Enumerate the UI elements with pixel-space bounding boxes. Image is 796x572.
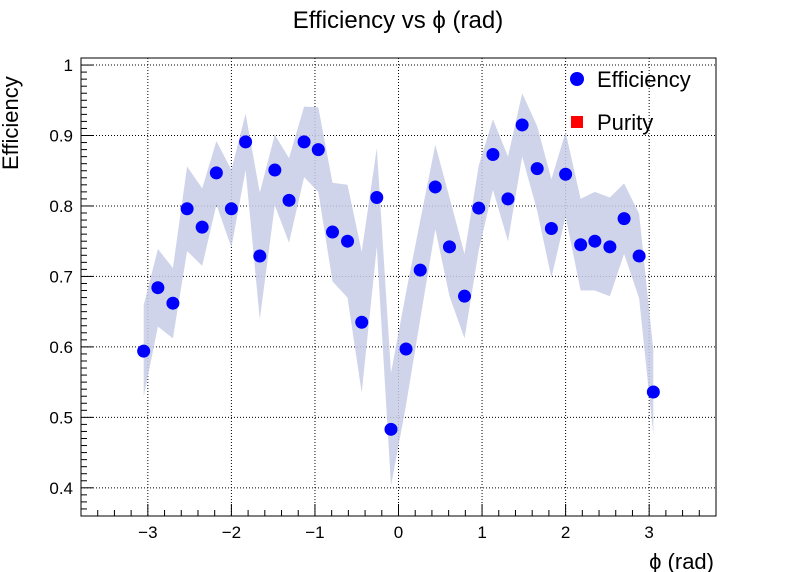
efficiency-point bbox=[413, 263, 427, 277]
data-points bbox=[137, 118, 660, 436]
efficiency-point bbox=[137, 344, 151, 358]
y-tick-label: 0.7 bbox=[49, 267, 73, 286]
efficiency-point bbox=[603, 240, 617, 254]
y-axis-title: Efficiency bbox=[0, 76, 23, 170]
plot-area: −3 −2 −1 0 1 2 3 0.4 0.5 0.6 0.7 0.8 0.9 1 bbox=[49, 56, 717, 542]
x-tick-label: 1 bbox=[477, 523, 486, 542]
y-tick-label: 0.9 bbox=[49, 127, 73, 146]
axes: −3 −2 −1 0 1 2 3 0.4 0.5 0.6 0.7 0.8 0.9 1 bbox=[49, 56, 717, 542]
efficiency-point bbox=[559, 167, 573, 181]
y-tick-label: 0.8 bbox=[49, 197, 73, 216]
efficiency-point bbox=[166, 296, 180, 310]
efficiency-point bbox=[151, 281, 165, 295]
efficiency-point bbox=[530, 162, 544, 176]
legend: Efficiency Purity bbox=[570, 67, 691, 135]
efficiency-point bbox=[646, 385, 660, 399]
legend-label-purity: Purity bbox=[597, 110, 653, 135]
efficiency-point bbox=[297, 135, 311, 149]
efficiency-point bbox=[617, 212, 631, 226]
x-axis-title: ϕ (rad) bbox=[649, 549, 714, 572]
legend-marker-efficiency bbox=[570, 72, 584, 86]
efficiency-point bbox=[209, 166, 223, 180]
efficiency-point bbox=[355, 315, 369, 329]
efficiency-point bbox=[325, 225, 339, 239]
x-tick-label: 2 bbox=[561, 523, 570, 542]
efficiency-point bbox=[428, 180, 442, 194]
efficiency-point bbox=[486, 148, 500, 162]
x-tick-label: −3 bbox=[138, 523, 157, 542]
efficiency-point bbox=[384, 422, 398, 436]
efficiency-point bbox=[282, 193, 296, 207]
efficiency-point bbox=[195, 220, 209, 234]
efficiency-point bbox=[341, 234, 355, 248]
efficiency-point bbox=[442, 240, 456, 254]
legend-label-efficiency: Efficiency bbox=[597, 67, 691, 92]
efficiency-point bbox=[515, 118, 529, 132]
efficiency-point bbox=[399, 342, 413, 356]
efficiency-point bbox=[458, 289, 472, 303]
efficiency-point bbox=[501, 192, 515, 206]
efficiency-point bbox=[472, 201, 486, 215]
x-tick-label: −2 bbox=[222, 523, 241, 542]
x-tick-label: 3 bbox=[644, 523, 653, 542]
legend-marker-purity bbox=[571, 116, 583, 128]
efficiency-point bbox=[253, 249, 267, 263]
efficiency-point bbox=[632, 249, 646, 263]
y-tick-label: 0.4 bbox=[49, 479, 73, 498]
efficiency-point bbox=[588, 234, 602, 248]
efficiency-point bbox=[370, 191, 384, 205]
efficiency-point bbox=[180, 202, 194, 216]
chart-title: Efficiency vs ϕ (rad) bbox=[293, 7, 503, 34]
y-tick-label: 0.5 bbox=[49, 408, 73, 427]
efficiency-point bbox=[544, 222, 558, 236]
efficiency-point bbox=[268, 163, 282, 177]
efficiency-point bbox=[224, 202, 238, 216]
x-tick-label: −1 bbox=[305, 523, 324, 542]
x-tick-label: 0 bbox=[394, 523, 403, 542]
efficiency-error-band bbox=[143, 93, 654, 486]
efficiency-point bbox=[574, 238, 588, 252]
efficiency-point bbox=[311, 143, 325, 157]
error-band bbox=[143, 93, 654, 486]
y-tick-label: 0.6 bbox=[49, 338, 73, 357]
y-tick-label: 1 bbox=[64, 56, 73, 75]
efficiency-point bbox=[239, 135, 253, 149]
